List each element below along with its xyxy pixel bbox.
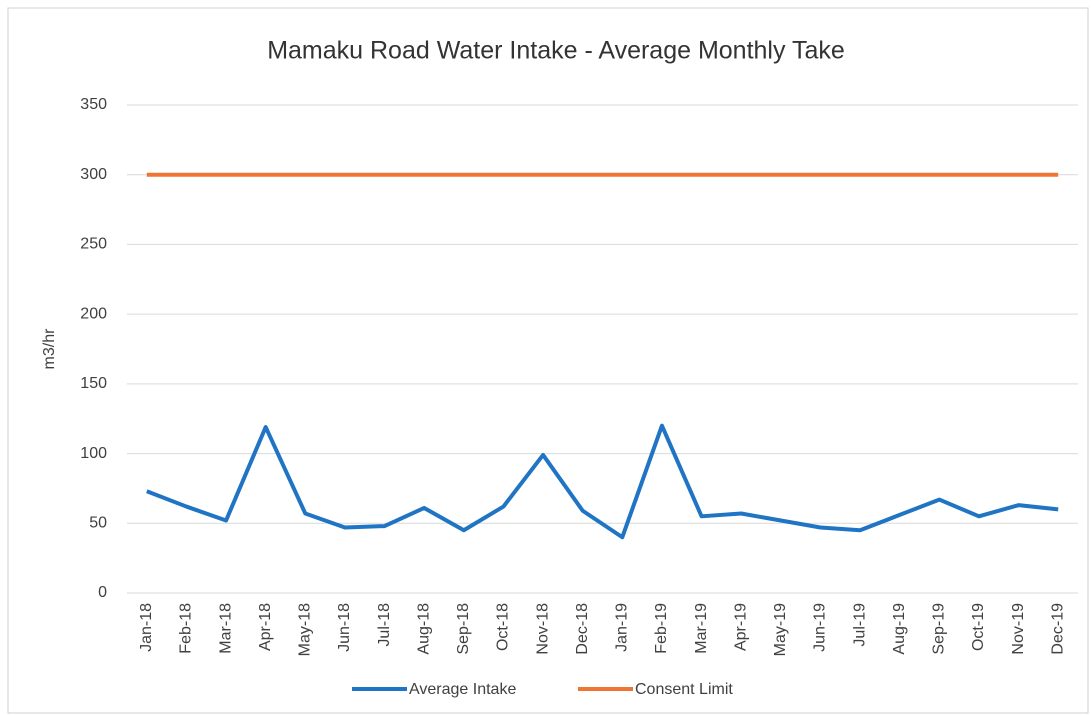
x-tick-label: Jun-19 — [812, 603, 829, 652]
x-tick-label: Jan-18 — [138, 603, 155, 652]
x-tick-label: Mar-19 — [693, 603, 710, 654]
x-tick-label: Oct-18 — [495, 603, 512, 651]
x-tick-label: Nov-19 — [1010, 603, 1027, 655]
y-tick-label: 300 — [80, 166, 107, 183]
data-line — [146, 423, 1059, 540]
y-axis-label: m3/hr — [41, 328, 58, 370]
y-tick-label: 100 — [80, 445, 107, 462]
x-tick-label: Feb-18 — [178, 603, 195, 654]
y-tick-label: 250 — [80, 236, 107, 253]
x-tick-label: Oct-19 — [970, 603, 987, 651]
x-tick-label: Sep-19 — [931, 603, 948, 655]
x-tick-label: Dec-18 — [574, 603, 591, 655]
x-tick-label: Feb-19 — [653, 603, 670, 654]
x-tick-label: Dec-19 — [1049, 603, 1066, 655]
legend-label: Average Intake — [409, 681, 516, 698]
x-tick-label: Jul-18 — [376, 603, 393, 647]
y-tick-label: 50 — [89, 515, 107, 532]
chart-frame — [7, 7, 1089, 714]
y-tick-label: 200 — [80, 305, 107, 322]
x-tick-label: Jul-19 — [851, 603, 868, 647]
y-tick-label: 150 — [80, 375, 107, 392]
x-tick-label: Apr-19 — [732, 603, 749, 651]
x-tick-label: Aug-18 — [415, 603, 432, 655]
chart-title: Mamaku Road Water Intake - Average Month… — [267, 37, 845, 65]
legend-label: Consent Limit — [635, 681, 733, 698]
y-tick-label: 0 — [98, 584, 107, 601]
x-tick-label: Jan-19 — [614, 603, 631, 652]
x-tick-label: Apr-18 — [257, 603, 274, 651]
x-tick-label: May-18 — [297, 603, 314, 656]
x-tick-label: Nov-18 — [534, 603, 551, 655]
x-tick-label: Sep-18 — [455, 603, 472, 655]
y-tick-label: 350 — [80, 96, 107, 113]
x-tick-label: Jun-18 — [336, 603, 353, 652]
x-tick-label: May-19 — [772, 603, 789, 656]
x-tick-label: Mar-18 — [217, 603, 234, 654]
x-tick-label: Aug-19 — [891, 603, 908, 655]
